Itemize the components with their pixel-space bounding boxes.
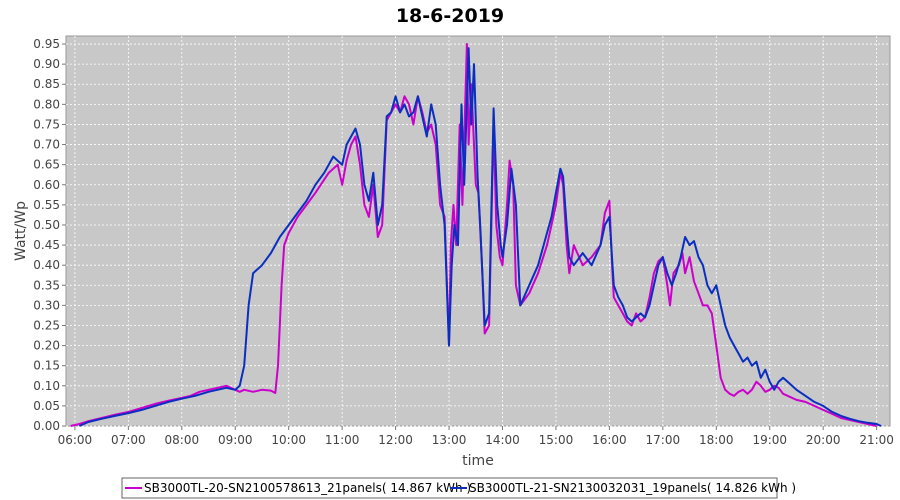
plot-area [65, 35, 891, 427]
chart-title: 18-6-2019 [396, 5, 504, 27]
x-tick-label: 09:00 [218, 433, 253, 447]
x-tick-label: 15:00 [539, 433, 574, 447]
y-tick-label: 0.45 [33, 238, 60, 252]
legend-entry-series-2: SB3000TL-21-SN2130032031_19panels( 14.82… [469, 481, 796, 495]
x-tick-label: 07:00 [111, 433, 146, 447]
y-tick-label: 0.40 [33, 258, 60, 272]
y-tick-label: 0.70 [33, 138, 60, 152]
y-tick-label: 0.65 [33, 158, 60, 172]
x-tick-label: 10:00 [271, 433, 306, 447]
y-tick-label: 0.35 [33, 278, 60, 292]
series-layer [70, 43, 882, 427]
y-tick-label: 0.90 [33, 57, 60, 71]
series-line-2 [78, 47, 882, 427]
x-tick-label: 19:00 [752, 433, 787, 447]
legend: SB3000TL-20-SN2100578613_21panels( 14.86… [121, 477, 796, 499]
x-tick-label: 12:00 [378, 433, 413, 447]
x-tick-label: 08:00 [165, 433, 200, 447]
y-tick-label: 0.20 [33, 339, 60, 353]
y-axis-label: Watt/Wp [13, 201, 29, 261]
y-tick-label: 0.75 [33, 117, 60, 131]
grid [66, 36, 890, 427]
y-tick-label: 0.80 [33, 97, 60, 111]
y-tick-label: 0.10 [33, 379, 60, 393]
y-tick-label: 0.55 [33, 198, 60, 212]
x-tick-label: 13:00 [432, 433, 467, 447]
y-tick-label: 0.60 [33, 178, 60, 192]
series-line-1 [70, 43, 877, 427]
x-tick-label: 18:00 [699, 433, 734, 447]
x-tick-label: 17:00 [646, 433, 681, 447]
y-tick-label: 0.30 [33, 298, 60, 312]
y-tick-label: 0.95 [33, 37, 60, 51]
legend-entry-series-1: SB3000TL-20-SN2100578613_21panels( 14.86… [144, 481, 471, 495]
y-axis: 0.00 0.05 0.10 0.15 0.20 0.25 0.30 0.35 0.40 0.45… [33, 37, 66, 433]
x-tick-label: 21:00 [859, 433, 894, 447]
y-tick-label: 0.15 [33, 359, 60, 373]
y-tick-label: 0.00 [33, 419, 60, 433]
y-tick-label: 0.05 [33, 399, 60, 413]
x-tick-label: 20:00 [806, 433, 841, 447]
x-axis-label: time [462, 453, 494, 469]
legend-box [121, 477, 778, 499]
x-tick-label: 06:00 [58, 433, 93, 447]
x-tick-label: 14:00 [485, 433, 520, 447]
x-tick-label: 16:00 [592, 433, 627, 447]
y-tick-label: 0.85 [33, 77, 60, 91]
y-tick-label: 0.25 [33, 318, 60, 332]
y-tick-label: 0.50 [33, 218, 60, 232]
x-tick-label: 11:00 [325, 433, 360, 447]
x-axis: 06:00 07:00 08:00 09:00 10:00 11:00 12:00 13:00… [58, 426, 894, 447]
